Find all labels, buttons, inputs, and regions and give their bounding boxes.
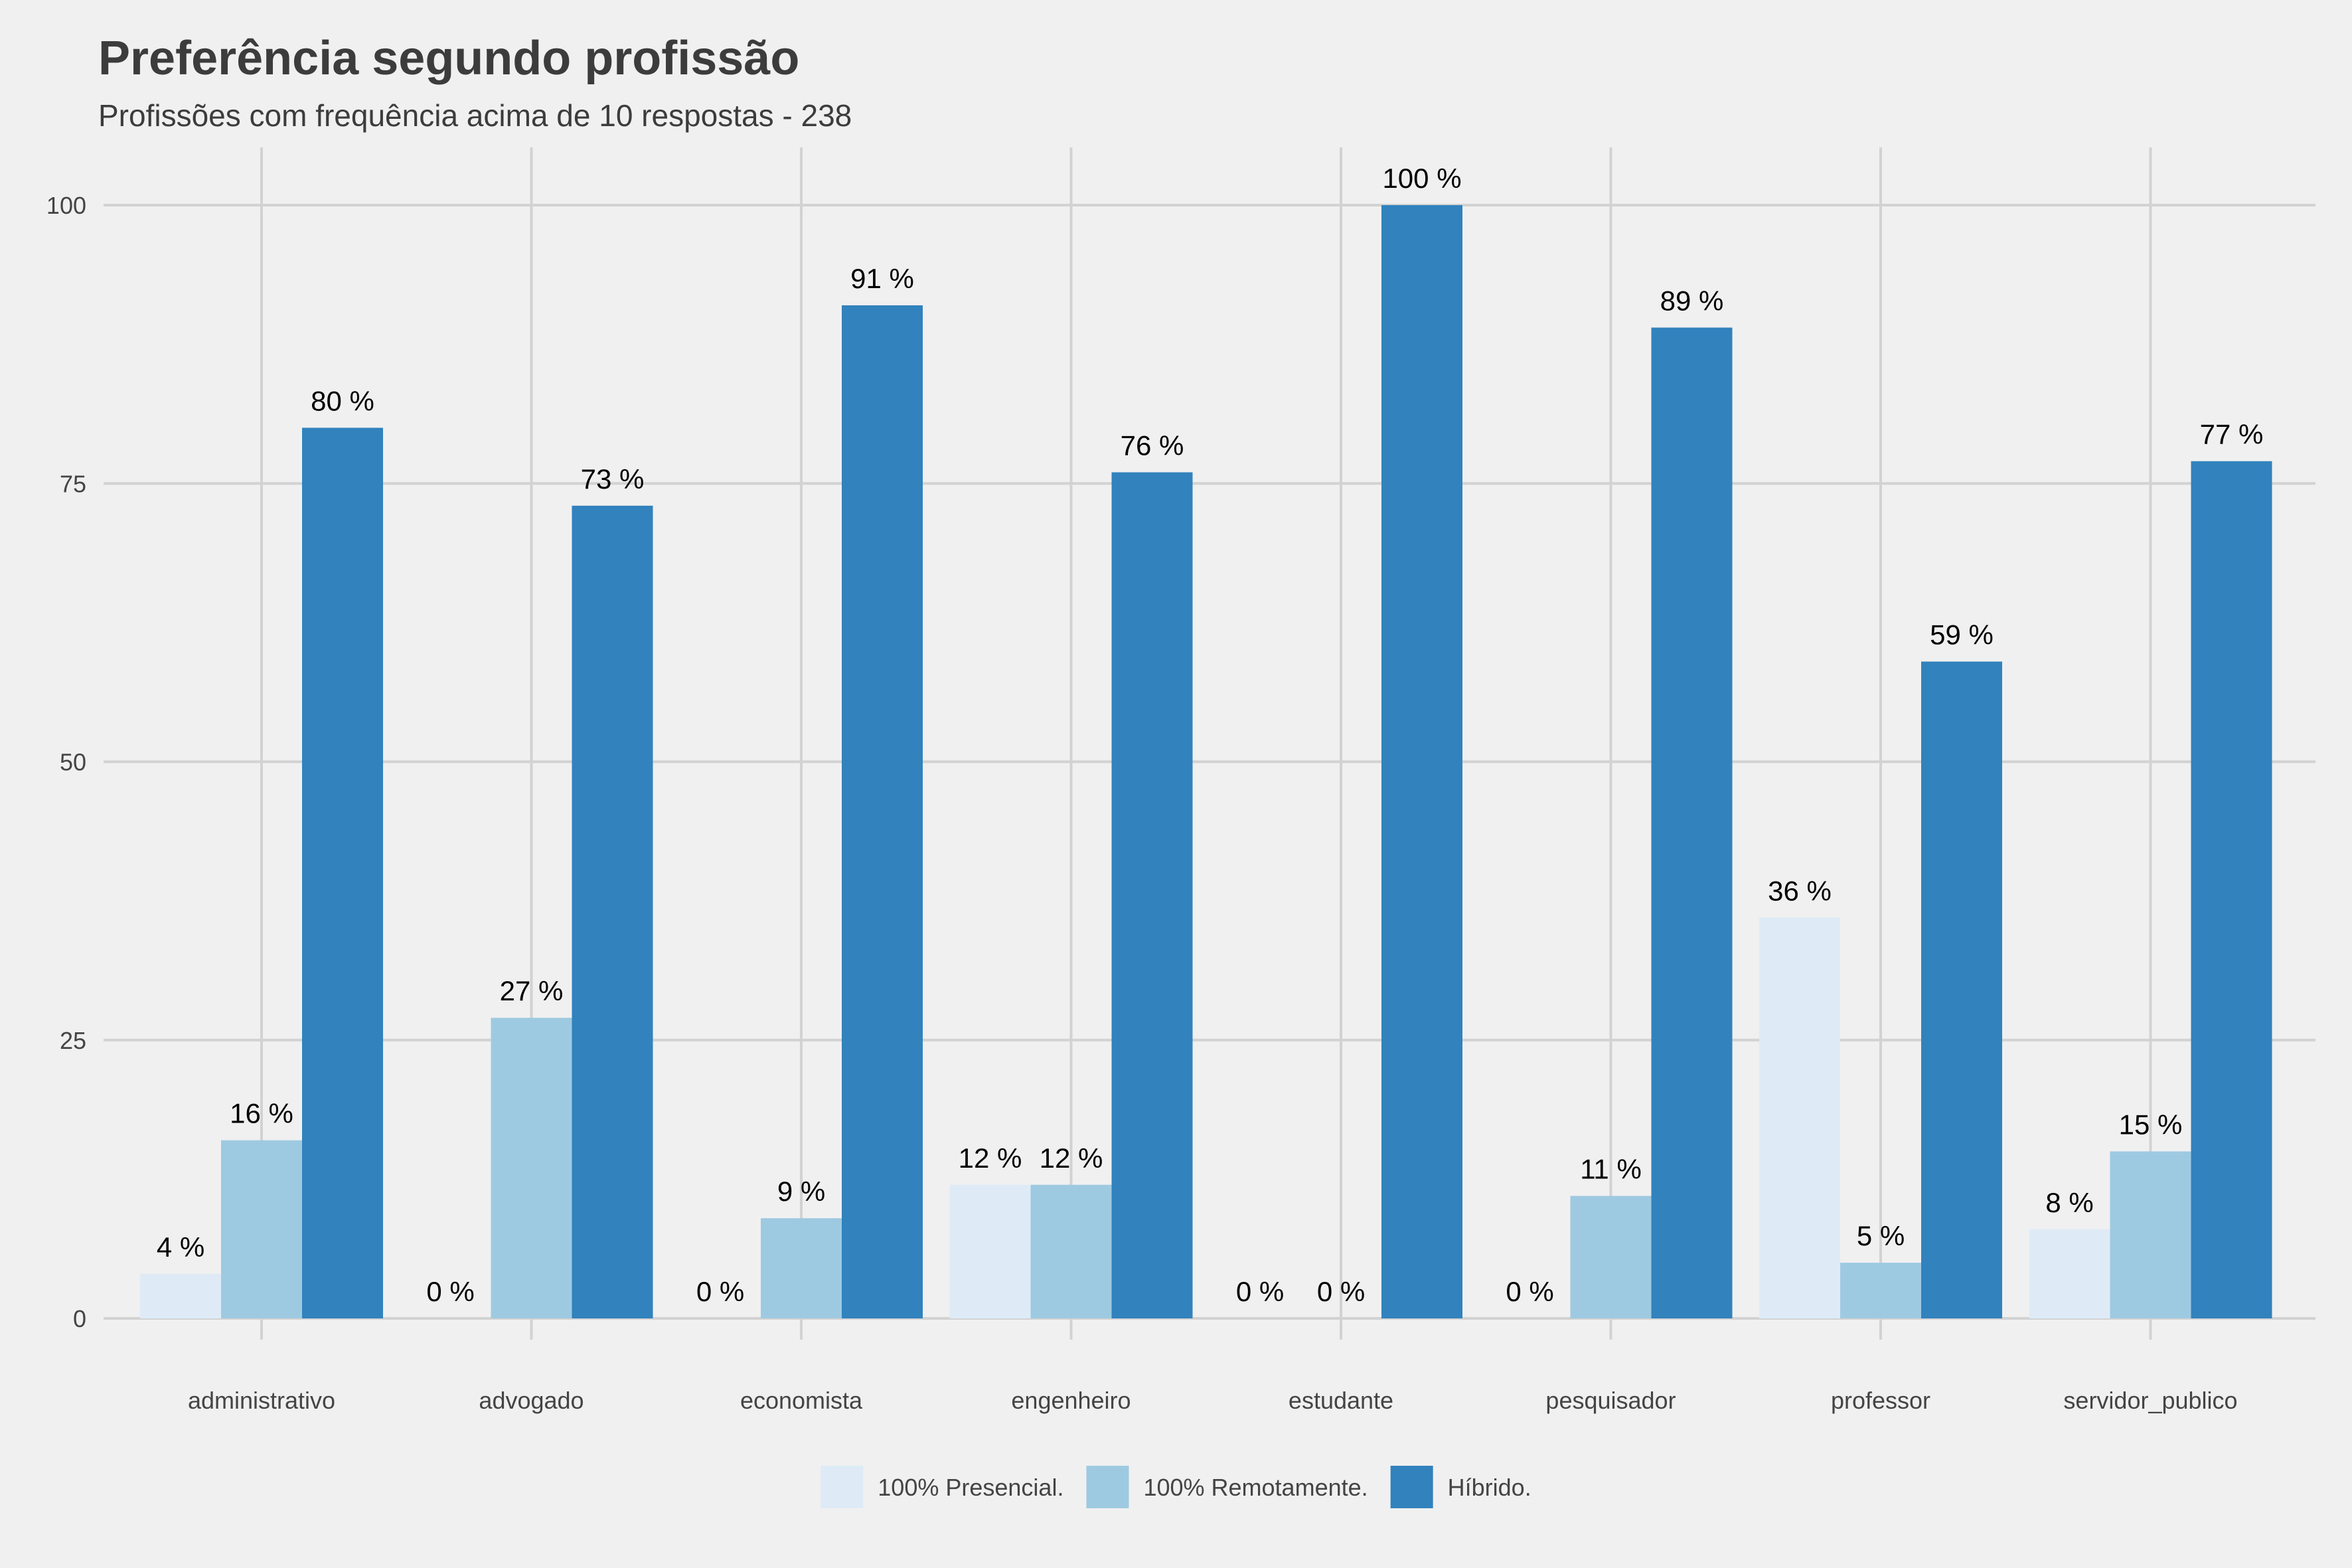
x-tick-label-servidor_publico: servidor_publico — [2063, 1387, 2237, 1414]
bar-administrativo-series-0 — [140, 1273, 221, 1318]
data-label-administrativo-series-1: 16 % — [230, 1098, 293, 1129]
legend-label-series-0: 100% Presencial. — [878, 1474, 1063, 1501]
data-label-engenheiro-series-2: 76 % — [1121, 430, 1184, 461]
data-label-professor-series-2: 59 % — [1930, 619, 1994, 651]
data-label-estudante-series-1: 0 % — [1317, 1276, 1365, 1307]
data-label-pesquisador-series-1: 11 % — [1580, 1154, 1642, 1185]
data-label-professor-series-0: 36 % — [1768, 875, 1832, 906]
data-label-pesquisador-series-0: 0 % — [1506, 1276, 1553, 1307]
bar-servidor_publico-series-0 — [2029, 1229, 2110, 1318]
chart-title: Preferência segundo profissão — [98, 32, 799, 85]
bar-professor-series-2 — [1921, 661, 2002, 1318]
x-tick-label-economista: economista — [740, 1387, 863, 1414]
data-label-economista-series-1: 9 % — [777, 1176, 825, 1207]
bar-advogado-series-2 — [572, 505, 653, 1318]
bar-pesquisador-series-2 — [1651, 327, 1733, 1319]
x-tick-label-estudante: estudante — [1289, 1387, 1393, 1414]
bar-administrativo-series-1 — [221, 1140, 302, 1318]
legend-swatch-series-0 — [821, 1466, 864, 1508]
bar-pesquisador-series-1 — [1570, 1196, 1652, 1318]
data-label-engenheiro-series-0: 12 % — [959, 1142, 1022, 1174]
bar-engenheiro-series-1 — [1030, 1184, 1112, 1318]
axis-ticks: 0 25 50 75 100 administrativo advogado economis… — [46, 192, 2238, 1414]
x-tick-label-professor: professor — [1831, 1387, 1930, 1414]
bar-servidor_publico-series-1 — [2110, 1151, 2191, 1318]
data-label-pesquisador-series-2: 89 % — [1660, 285, 1724, 316]
data-label-economista-series-0: 0 % — [696, 1276, 744, 1307]
bar-advogado-series-1 — [491, 1018, 572, 1318]
legend-label-series-2: Híbrido. — [1448, 1474, 1531, 1501]
y-tick-label-25: 25 — [60, 1027, 86, 1054]
bar-engenheiro-series-2 — [1111, 472, 1193, 1318]
bar-economista-series-1 — [761, 1218, 842, 1318]
x-tick-label-administrativo: administrativo — [188, 1387, 335, 1414]
data-label-economista-series-2: 91 % — [850, 263, 914, 294]
x-tick-label-advogado: advogado — [479, 1387, 584, 1414]
data-label-engenheiro-series-1: 12 % — [1040, 1142, 1103, 1174]
data-labels: 4 % 0 % 0 % 12 % 0 % 0 % 36 % 8 % 16 % 27 % 9 % 12 … — [157, 163, 2264, 1307]
data-label-professor-series-1: 5 % — [1857, 1220, 1905, 1251]
gridlines — [104, 147, 2315, 1340]
bar-administrativo-series-2 — [302, 428, 383, 1318]
bar-professor-series-0 — [1759, 917, 1840, 1318]
y-tick-label-0: 0 — [73, 1305, 86, 1332]
bar-engenheiro-series-0 — [949, 1184, 1031, 1318]
legend-label-series-1: 100% Remotamente. — [1143, 1474, 1368, 1501]
bar-economista-series-2 — [842, 305, 923, 1319]
data-label-administrativo-series-0: 4 % — [157, 1231, 204, 1263]
y-tick-label-50: 50 — [60, 749, 86, 776]
bar-servidor_publico-series-2 — [2191, 461, 2272, 1319]
bar-estudante-series-2 — [1381, 205, 1462, 1318]
data-label-advogado-series-1: 27 % — [500, 975, 564, 1006]
x-tick-label-pesquisador: pesquisador — [1545, 1387, 1676, 1414]
data-label-advogado-series-2: 73 % — [581, 463, 645, 495]
data-label-estudante-series-0: 0 % — [1236, 1276, 1284, 1307]
x-tick-label-engenheiro: engenheiro — [1011, 1387, 1131, 1414]
bar-professor-series-1 — [1840, 1263, 1921, 1318]
legend-swatch-series-1 — [1086, 1466, 1129, 1508]
y-tick-label-100: 100 — [46, 192, 86, 219]
bars — [140, 205, 2272, 1319]
y-tick-label-75: 75 — [60, 470, 86, 497]
legend-swatch-series-2 — [1390, 1466, 1433, 1508]
data-label-advogado-series-0: 0 % — [426, 1276, 474, 1307]
data-label-administrativo-series-2: 80 % — [311, 385, 374, 416]
chart-subtitle: Profissões com frequência acima de 10 re… — [98, 98, 852, 133]
data-label-servidor_publico-series-0: 8 % — [2045, 1187, 2093, 1218]
data-label-servidor_publico-series-1: 15 % — [2119, 1109, 2183, 1140]
data-label-estudante-series-2: 100 % — [1382, 163, 1461, 194]
legend: 100% Presencial. 100% Remotamente. Híbrido… — [821, 1466, 1531, 1508]
data-label-servidor_publico-series-2: 77 % — [2200, 419, 2264, 450]
